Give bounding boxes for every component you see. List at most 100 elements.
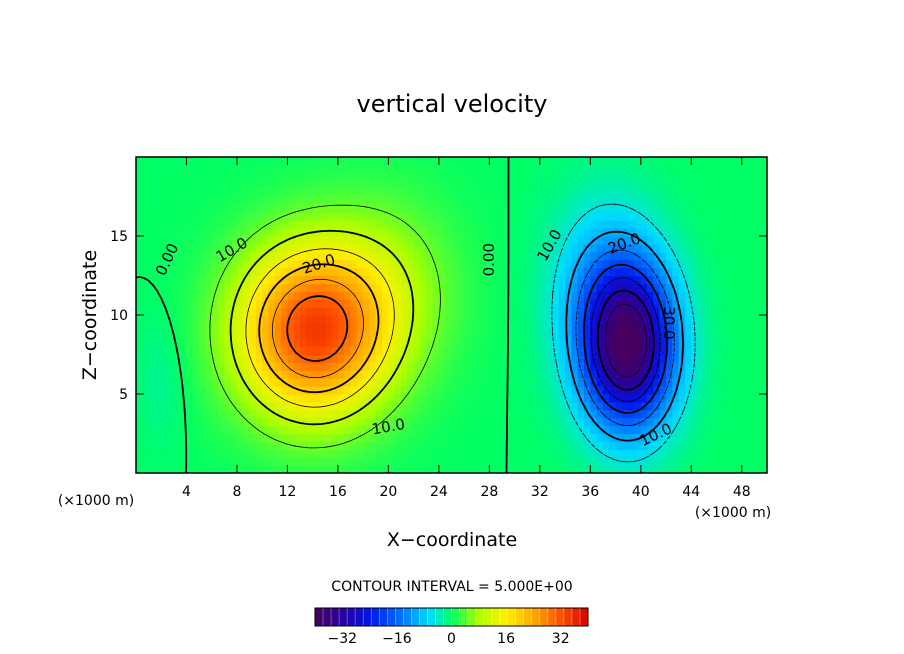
heatmap-cell: [672, 283, 680, 292]
heatmap-cell: [350, 172, 358, 182]
heatmap-cell: [363, 180, 371, 190]
heatmap-cell: [388, 441, 396, 450]
heatmap-cell: [236, 275, 244, 284]
heatmap-cell: [312, 188, 320, 198]
heatmap-cell: [659, 251, 667, 261]
heatmap-cell: [514, 236, 522, 245]
heatmap-cell: [142, 362, 150, 371]
heatmap-cell: [243, 267, 251, 277]
heatmap-cell: [546, 307, 554, 316]
heatmap-cell: [401, 220, 408, 229]
heatmap-cell: [647, 307, 655, 316]
heatmap-cell: [596, 386, 604, 395]
heatmap-cell: [419, 204, 427, 213]
heatmap-cell: [470, 417, 478, 427]
heatmap-cell: [300, 220, 307, 229]
heatmap-cell: [539, 401, 547, 411]
heatmap-cell: [173, 449, 181, 458]
heatmap-cell: [558, 322, 566, 332]
heatmap-cell: [407, 267, 415, 277]
heatmap-cell: [697, 378, 705, 387]
heatmap-cell: [438, 188, 446, 198]
heatmap-cell: [148, 401, 156, 411]
heatmap-cell: [609, 417, 617, 427]
heatmap-cell: [186, 338, 194, 348]
heatmap-cell: [161, 267, 169, 277]
heatmap-cell: [546, 433, 554, 442]
heatmap-cell: [735, 172, 743, 182]
heatmap-cell: [729, 307, 737, 316]
heatmap-cell: [180, 346, 188, 356]
heatmap-cell: [609, 449, 617, 458]
heatmap-cell: [293, 236, 301, 245]
heatmap-cell: [356, 188, 364, 198]
heatmap-cell: [464, 457, 472, 466]
heatmap-cell: [394, 322, 402, 332]
heatmap-cell: [476, 164, 484, 174]
heatmap-cell: [186, 204, 194, 213]
heatmap-cell: [136, 370, 143, 379]
heatmap-cell: [647, 236, 655, 245]
heatmap-cell: [154, 299, 162, 308]
heatmap-cell: [350, 164, 358, 174]
heatmap-cell: [369, 417, 377, 427]
colorbar-swatch: [443, 608, 452, 626]
heatmap-cell: [640, 180, 648, 190]
heatmap-cell: [691, 188, 699, 198]
heatmap-cell: [754, 354, 762, 363]
heatmap-cell: [609, 394, 617, 403]
heatmap-cell: [640, 267, 648, 277]
heatmap-cell: [691, 409, 699, 419]
heatmap-cell: [142, 188, 150, 198]
heatmap-cell: [401, 212, 408, 221]
heatmap-cell: [628, 330, 636, 340]
heatmap-cell: [356, 220, 364, 229]
heatmap-cell: [154, 228, 162, 237]
heatmap-cell: [268, 291, 276, 300]
heatmap-cell: [483, 417, 490, 427]
heatmap-cell: [337, 251, 345, 261]
heatmap-cell: [344, 346, 352, 356]
heatmap-cell: [634, 228, 642, 237]
heatmap-cell: [344, 370, 352, 379]
heatmap-cell: [199, 251, 207, 261]
heatmap-cell: [489, 362, 497, 371]
heatmap-cell: [697, 291, 705, 300]
heatmap-cell: [262, 275, 270, 284]
heatmap-cell: [602, 259, 610, 269]
heatmap-cell: [312, 346, 320, 356]
heatmap-cell: [388, 220, 396, 229]
heatmap-cell: [432, 378, 440, 387]
heatmap-cell: [527, 228, 535, 237]
heatmap-cell: [489, 315, 497, 324]
heatmap-cell: [451, 465, 459, 473]
heatmap-cell: [281, 283, 289, 292]
heatmap-cell: [419, 322, 427, 332]
heatmap-cell: [407, 259, 415, 269]
heatmap-cell: [697, 362, 705, 371]
heatmap-cell: [672, 236, 680, 245]
heatmap-cell: [703, 180, 711, 190]
heatmap-cell: [375, 180, 383, 190]
heatmap-cell: [274, 362, 282, 371]
heatmap-cell: [300, 394, 307, 403]
heatmap-cell: [262, 259, 270, 269]
heatmap-cell: [274, 275, 282, 284]
heatmap-cell: [426, 188, 434, 198]
heatmap-cell: [255, 457, 263, 466]
heatmap-cell: [331, 299, 339, 308]
heatmap-cell: [136, 243, 143, 253]
heatmap-cell: [350, 322, 358, 332]
heatmap-cell: [224, 228, 232, 237]
heatmap-cell: [363, 259, 371, 269]
heatmap-cell: [678, 228, 686, 237]
heatmap-cell: [148, 299, 156, 308]
heatmap-cell: [331, 243, 339, 253]
heatmap-cell: [426, 425, 434, 435]
heatmap-cell: [483, 425, 490, 435]
heatmap-cell: [363, 338, 371, 348]
heatmap-cell: [735, 401, 743, 411]
heatmap-cell: [457, 188, 465, 198]
heatmap-cell: [691, 401, 699, 411]
heatmap-cell: [596, 441, 604, 450]
